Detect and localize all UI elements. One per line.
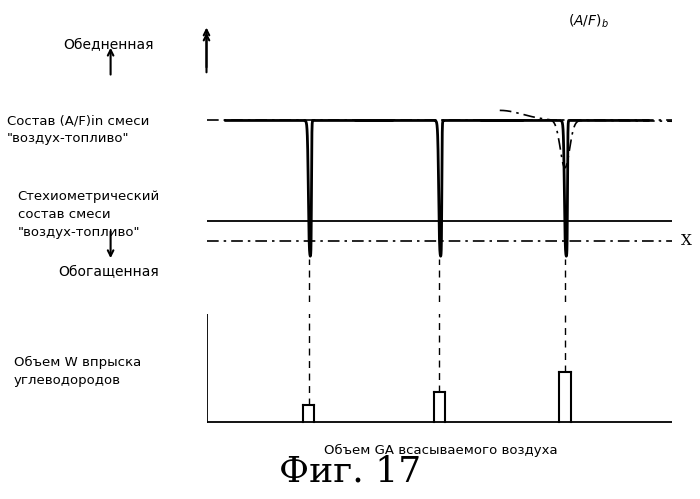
Text: Стехиометрический
состав смеси
"воздух-топливо": Стехиометрический состав смеси "воздух-т… [18, 190, 160, 239]
Text: Состав (A/F)in смеси
"воздух-топливо": Состав (A/F)in смеси "воздух-топливо" [7, 114, 149, 145]
Text: X: X [681, 235, 692, 249]
Text: $(A/F)_b$: $(A/F)_b$ [568, 12, 608, 30]
Text: Обогащенная: Обогащенная [58, 265, 159, 279]
Text: Фиг. 17: Фиг. 17 [279, 454, 421, 488]
Text: Объем GA всасываемого воздуха: Объем GA всасываемого воздуха [324, 444, 558, 457]
Text: Обедненная: Обедненная [63, 38, 154, 52]
Text: Объем W впрыска
углеводородов: Объем W впрыска углеводородов [14, 356, 141, 387]
